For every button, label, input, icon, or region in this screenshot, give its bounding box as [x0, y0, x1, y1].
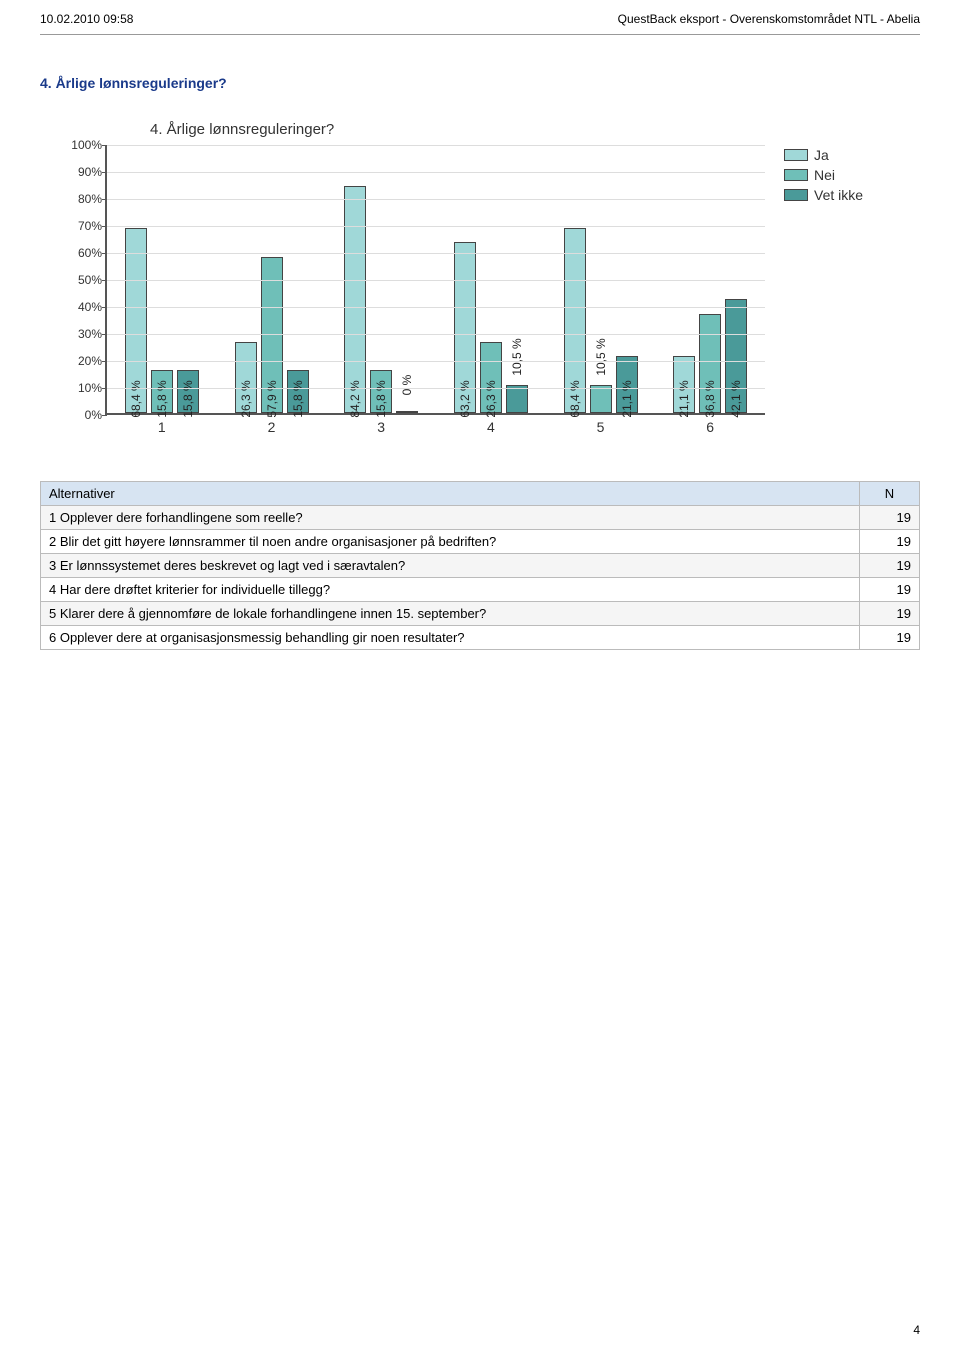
- bar-value-label: 15,8 %: [374, 380, 388, 417]
- legend-swatch: [784, 169, 808, 181]
- table-cell-question: 1 Opplever dere forhandlingene som reell…: [41, 506, 860, 530]
- table-header-alternativer: Alternativer: [41, 482, 860, 506]
- y-tick-label: 30%: [57, 327, 102, 341]
- bar-group: 63,2 %26,3 %10,5 %4: [436, 145, 546, 413]
- y-tick-label: 80%: [57, 192, 102, 206]
- table-cell-question: 6 Opplever dere at organisasjonsmessig b…: [41, 626, 860, 650]
- bar-value-label: 15,8 %: [155, 380, 169, 417]
- bar-value-label: 36,8 %: [703, 380, 717, 417]
- bar: 36,8 %: [699, 314, 721, 413]
- bar-chart: 4. Årlige lønnsreguleringer? 68,4 %15,8 …: [40, 121, 780, 441]
- bar-value-label: 68,4 %: [129, 380, 143, 417]
- legend-swatch: [784, 149, 808, 161]
- legend-label: Nei: [814, 167, 835, 183]
- y-tick-label: 40%: [57, 300, 102, 314]
- bar-value-label: 21,1 %: [677, 380, 691, 417]
- x-tick-label: 6: [706, 419, 714, 435]
- bar: 15,8 %: [287, 370, 309, 413]
- bar: 15,8 %: [177, 370, 199, 413]
- bar: 15,8 %: [151, 370, 173, 413]
- bar-value-label: 42,1 %: [729, 380, 743, 417]
- legend-item: Nei: [784, 167, 863, 183]
- bar-value-label: 10,5 %: [510, 338, 524, 375]
- table-row: 4 Har dere drøftet kriterier for individ…: [41, 578, 920, 602]
- y-tick-label: 0%: [57, 408, 102, 422]
- table-row: 2 Blir det gitt høyere lønnsrammer til n…: [41, 530, 920, 554]
- x-tick-label: 1: [158, 419, 166, 435]
- bar: 21,1 %: [616, 356, 638, 413]
- table-row: 5 Klarer dere å gjennomføre de lokale fo…: [41, 602, 920, 626]
- table-row: 1 Opplever dere forhandlingene som reell…: [41, 506, 920, 530]
- bar: 21,1 %: [673, 356, 695, 413]
- y-tick-label: 60%: [57, 246, 102, 260]
- table-cell-n: 19: [860, 602, 920, 626]
- bar-group: 84,2 %15,8 %0 %3: [326, 145, 436, 413]
- bar-value-label: 26,3 %: [239, 380, 253, 417]
- bar-group: 21,1 %36,8 %42,1 %6: [655, 145, 765, 413]
- table-cell-n: 19: [860, 530, 920, 554]
- table-row: 6 Opplever dere at organisasjonsmessig b…: [41, 626, 920, 650]
- bar-value-label: 57,9 %: [265, 380, 279, 417]
- bar-value-label: 0 %: [400, 375, 414, 396]
- table-row: 3 Er lønnssystemet deres beskrevet og la…: [41, 554, 920, 578]
- legend-label: Ja: [814, 147, 829, 163]
- bar-group: 26,3 %57,9 %15,8 %2: [217, 145, 327, 413]
- header-title: QuestBack eksport - Overenskomstområdet …: [618, 12, 920, 26]
- y-tick-label: 100%: [57, 138, 102, 152]
- table-cell-n: 19: [860, 506, 920, 530]
- y-tick-label: 50%: [57, 273, 102, 287]
- bar-value-label: 21,1 %: [620, 380, 634, 417]
- bar-value-label: 15,8 %: [181, 380, 195, 417]
- bar-value-label: 10,5 %: [594, 338, 608, 375]
- bar: 68,4 %: [564, 228, 586, 413]
- legend-swatch: [784, 189, 808, 201]
- x-tick-label: 5: [597, 419, 605, 435]
- section-title: 4. Årlige lønnsreguleringer?: [40, 75, 920, 91]
- table-cell-question: 5 Klarer dere å gjennomføre de lokale fo…: [41, 602, 860, 626]
- bar-value-label: 15,8 %: [291, 380, 305, 417]
- page-number: 4: [913, 1323, 920, 1337]
- bar-group: 68,4 %15,8 %15,8 %1: [107, 145, 217, 413]
- header-divider: [40, 34, 920, 35]
- legend-label: Vet ikke: [814, 187, 863, 203]
- alternatives-table: Alternativer N 1 Opplever dere forhandli…: [40, 481, 920, 650]
- y-tick-label: 10%: [57, 381, 102, 395]
- bar-value-label: 84,2 %: [348, 380, 362, 417]
- bar-value-label: 68,4 %: [568, 380, 582, 417]
- bar: 15,8 %: [370, 370, 392, 413]
- x-tick-label: 4: [487, 419, 495, 435]
- y-tick-label: 20%: [57, 354, 102, 368]
- bar: 26,3 %: [235, 342, 257, 413]
- table-cell-n: 19: [860, 626, 920, 650]
- table-cell-question: 4 Har dere drøftet kriterier for individ…: [41, 578, 860, 602]
- bar: 0 %: [396, 411, 418, 413]
- y-tick-label: 90%: [57, 165, 102, 179]
- y-tick-label: 70%: [57, 219, 102, 233]
- bar: 84,2 %: [344, 186, 366, 413]
- bar: 42,1 %: [725, 299, 747, 413]
- legend-item: Ja: [784, 147, 863, 163]
- legend-item: Vet ikke: [784, 187, 863, 203]
- table-cell-n: 19: [860, 554, 920, 578]
- chart-title: 4. Årlige lønnsreguleringer?: [150, 121, 334, 138]
- bar: 26,3 %: [480, 342, 502, 413]
- bar-value-label: 26,3 %: [484, 380, 498, 417]
- table-cell-question: 3 Er lønnssystemet deres beskrevet og la…: [41, 554, 860, 578]
- bar: 68,4 %: [125, 228, 147, 413]
- bar-value-label: 63,2 %: [458, 380, 472, 417]
- bar-group: 68,4 %10,5 %21,1 %5: [546, 145, 656, 413]
- header-timestamp: 10.02.2010 09:58: [40, 12, 133, 26]
- table-cell-question: 2 Blir det gitt høyere lønnsrammer til n…: [41, 530, 860, 554]
- table-header-n: N: [860, 482, 920, 506]
- x-tick-label: 3: [377, 419, 385, 435]
- x-tick-label: 2: [268, 419, 276, 435]
- table-cell-n: 19: [860, 578, 920, 602]
- chart-legend: Ja Nei Vet ikke: [784, 147, 863, 441]
